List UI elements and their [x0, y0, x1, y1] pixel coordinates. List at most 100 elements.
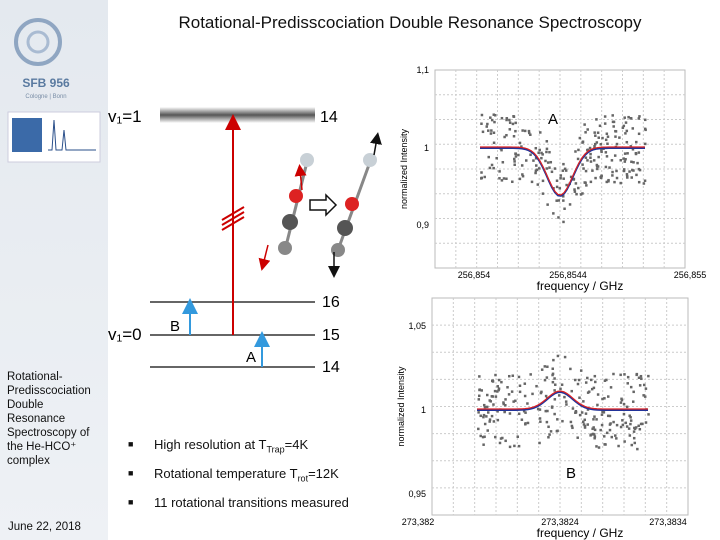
noise-dot [637, 132, 641, 136]
noise-dot [596, 403, 599, 407]
noise-dot [535, 384, 538, 388]
noise-dot [613, 154, 617, 157]
noise-dot [624, 421, 628, 425]
noise-dot [540, 151, 543, 155]
noise-dot [535, 164, 538, 167]
noise-dot [568, 203, 572, 206]
noise-dot [511, 374, 515, 377]
noise-dot [586, 128, 589, 131]
noise-dot [523, 129, 527, 133]
noise-dot [607, 180, 610, 183]
noise-dot [501, 161, 505, 164]
noise-dot [604, 165, 608, 169]
noise-dot [597, 155, 600, 159]
noise-dot [624, 157, 627, 161]
x-tick-label: 256,855 [674, 270, 707, 280]
noise-dot [540, 368, 544, 371]
noise-dot [551, 380, 555, 384]
noise-dot [586, 423, 589, 426]
noise-dot [520, 418, 524, 421]
noise-dot [632, 436, 636, 440]
noise-dot [543, 378, 547, 382]
noise-dot [517, 412, 521, 416]
noise-dot [629, 385, 633, 389]
noise-dot [485, 415, 488, 418]
noise-dot [492, 131, 496, 135]
noise-dot [600, 150, 603, 154]
noise-dot [482, 413, 486, 417]
noise-dot [569, 420, 573, 424]
noise-dot [562, 177, 565, 180]
noise-dot [610, 435, 614, 439]
noise-dot [478, 388, 482, 391]
noise-dot [529, 133, 532, 136]
noise-dot [637, 180, 641, 184]
noise-dot [571, 407, 575, 410]
noise-dot [583, 424, 587, 428]
upper-state-label: v₁=1 [108, 107, 142, 126]
y-tick-label: 0,95 [408, 489, 426, 499]
noise-dot [586, 376, 589, 380]
noise-dot [607, 395, 610, 398]
noise-dot [638, 115, 641, 118]
noise-dot [626, 152, 629, 155]
bullet-text: 11 rotational transitions measured [154, 495, 349, 510]
noise-dot [534, 157, 538, 160]
noise-dot [600, 413, 604, 416]
noise-dot [500, 148, 503, 152]
noise-dot [512, 115, 515, 118]
noise-dot [609, 422, 612, 425]
noise-dot [601, 136, 604, 140]
noise-dot [524, 159, 528, 162]
noise-dot [557, 216, 560, 219]
noise-dot [534, 171, 537, 175]
noise-dot [576, 382, 580, 386]
noise-dot [518, 141, 522, 145]
noise-dot [489, 116, 492, 119]
noise-dot [507, 393, 511, 396]
noise-dot [565, 403, 568, 406]
noise-dot [591, 427, 594, 431]
noise-dot [621, 423, 625, 427]
level-label: 16 [322, 294, 340, 311]
noise-dot [502, 401, 505, 404]
noise-dot [581, 140, 585, 143]
bullet-sub: Trap [266, 444, 285, 455]
bullet-text: Rotational temperature T [154, 466, 298, 481]
noise-dot [599, 143, 603, 146]
noise-dot [521, 173, 524, 176]
noise-dot [642, 394, 645, 397]
noise-dot [589, 160, 593, 163]
noise-dot [541, 179, 545, 183]
noise-dot [486, 393, 489, 397]
noise-dot [614, 129, 617, 133]
noise-dot [626, 382, 629, 385]
noise-dot [543, 365, 547, 368]
noise-dot [571, 426, 574, 430]
noise-dot [593, 144, 596, 148]
noise-dot [514, 155, 518, 158]
noise-dot [561, 419, 564, 423]
transition-label: B [170, 318, 180, 335]
noise-dot [494, 395, 498, 398]
x-axis-label: frequency / GHz [537, 279, 624, 293]
noise-dot [480, 389, 483, 392]
noise-dot [592, 386, 596, 390]
noise-dot [644, 387, 648, 390]
noise-dot [643, 179, 647, 182]
noise-dot [517, 153, 520, 157]
noise-dot [494, 435, 497, 439]
noise-dot [571, 177, 575, 181]
noise-dot [563, 207, 566, 210]
noise-dot [486, 122, 489, 126]
noise-dot [625, 140, 629, 144]
noise-dot [506, 386, 509, 389]
noise-dot [579, 193, 583, 196]
noise-dot [483, 175, 486, 179]
noise-dot [636, 161, 639, 165]
y-tick-label: 0,9 [416, 220, 429, 230]
fit-curve [480, 147, 645, 197]
noise-dot [628, 170, 631, 173]
noise-dot [647, 374, 650, 378]
